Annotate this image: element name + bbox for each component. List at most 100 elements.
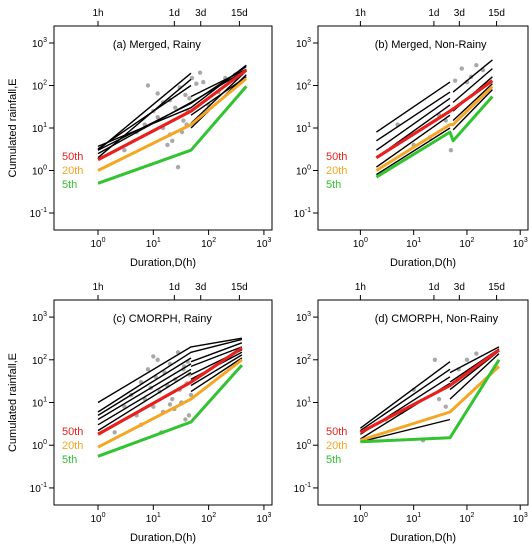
x-tick-label: 101 — [146, 237, 161, 250]
y-tick-label: 103 — [32, 37, 47, 50]
x-tick-label: 101 — [406, 512, 421, 525]
line-20th — [359, 365, 501, 442]
threshold-line — [97, 84, 192, 150]
y-tick-label: 101 — [296, 122, 311, 135]
panel-title: (a) Merged, Rainy — [113, 39, 202, 51]
data-point — [459, 66, 464, 71]
top-tick-label: 3d — [454, 282, 465, 293]
data-point — [201, 79, 206, 85]
y-tick-label: 102 — [32, 80, 47, 93]
data-point — [181, 118, 186, 123]
plot-frame — [53, 299, 273, 506]
x-axis-label: Duration,D(h) — [130, 532, 196, 544]
x-tick-label: 103 — [256, 237, 271, 250]
data-point — [194, 81, 199, 86]
data-point — [448, 148, 454, 153]
threshold-line — [449, 353, 500, 400]
y-axis-label: Cumulated rainfall,E — [7, 78, 19, 177]
y-tick-label: 102 — [32, 354, 47, 367]
percentile-label: 20th — [62, 440, 83, 452]
top-tick-label: 1h — [92, 8, 103, 19]
y-tick-label: 100 — [296, 439, 311, 452]
line-20th — [375, 85, 494, 172]
threshold-line — [452, 83, 493, 122]
panel-title: (b) Merged, Non-Rainy — [375, 39, 487, 51]
percentile-label: 5th — [326, 179, 341, 191]
line-50th — [375, 79, 494, 160]
x-tick-label: 100 — [90, 512, 105, 525]
y-tick-label: 102 — [296, 354, 311, 367]
threshold-line — [97, 78, 192, 159]
line-5th — [97, 85, 248, 185]
y-tick-label: 100 — [32, 165, 47, 178]
data-point — [122, 148, 127, 153]
threshold-line — [97, 338, 243, 413]
percentile-label: 20th — [62, 165, 83, 177]
top-tick-label: 3d — [195, 8, 206, 19]
threshold-line — [190, 342, 243, 363]
percentile-label: 5th — [326, 454, 341, 466]
line-5th — [375, 95, 494, 179]
y-tick-label: 10-1 — [30, 482, 47, 495]
threshold-line — [376, 91, 451, 142]
percentile-label: 5th — [62, 179, 77, 191]
data-point — [183, 417, 188, 422]
x-tick-label: 103 — [513, 237, 528, 250]
top-tick-label: 15d — [231, 8, 248, 19]
panel-title: (c) CMORPH, Rainy — [113, 313, 213, 325]
plot-frame — [317, 299, 529, 506]
x-axis-label: Duration,D(h) — [390, 532, 456, 544]
threshold-line — [360, 418, 451, 443]
line-50th — [97, 68, 248, 162]
data-point — [186, 413, 192, 418]
top-tick-label: 3d — [454, 8, 465, 19]
x-tick-label: 102 — [459, 512, 474, 525]
top-tick-label: 15d — [488, 282, 505, 293]
top-tick-label: 1h — [355, 282, 366, 293]
line-20th — [97, 358, 243, 449]
line-5th — [97, 364, 244, 458]
data-point — [197, 70, 203, 75]
top-tick-label: 3d — [195, 282, 206, 293]
data-point — [151, 354, 156, 359]
threshold-line — [97, 368, 192, 426]
panel-4: 1h 1d 3d 15d 100 101 102 103 10-1 100 101 102 103 Dur… — [294, 282, 529, 544]
x-tick-label: 103 — [513, 512, 528, 525]
threshold-line — [360, 368, 451, 432]
panel-title: (d) CMORPH, Non-Rainy — [375, 313, 499, 325]
data-point — [432, 357, 438, 362]
y-tick-label: 101 — [296, 397, 311, 410]
data-point — [175, 164, 181, 170]
line-5th — [360, 359, 501, 444]
x-tick-label: 102 — [201, 512, 216, 525]
percentile-label: 5th — [62, 454, 77, 466]
data-point — [145, 367, 151, 372]
data-point — [443, 404, 448, 409]
y-tick-label: 101 — [32, 397, 47, 410]
threshold-line — [359, 361, 451, 429]
panel-2: 1h 1d 3d 15d 100 101 102 103 10-1 100 101 102 103 Dur… — [294, 8, 529, 269]
data-point — [155, 91, 160, 96]
percentile-label: 20th — [326, 440, 347, 452]
data-point — [155, 114, 160, 120]
top-tick-label: 15d — [488, 8, 505, 19]
percentile-label: 50th — [326, 151, 347, 163]
data-point — [112, 430, 117, 435]
y-tick-label: 10-1 — [30, 207, 47, 220]
data-point — [452, 78, 458, 83]
y-tick-label: 10-1 — [294, 482, 311, 495]
threshold-line — [375, 97, 451, 151]
threshold-line — [452, 68, 493, 103]
threshold-line — [190, 357, 243, 393]
data-point — [165, 142, 170, 148]
threshold-line — [452, 89, 493, 131]
percentile-label: 20th — [326, 165, 347, 177]
data-point — [173, 105, 178, 110]
data-point — [189, 75, 195, 81]
threshold-line — [97, 72, 192, 151]
threshold-line — [97, 372, 192, 432]
x-axis-label: Duration,D(h) — [130, 257, 196, 269]
x-tick-label: 103 — [256, 512, 271, 525]
threshold-line — [190, 354, 243, 387]
